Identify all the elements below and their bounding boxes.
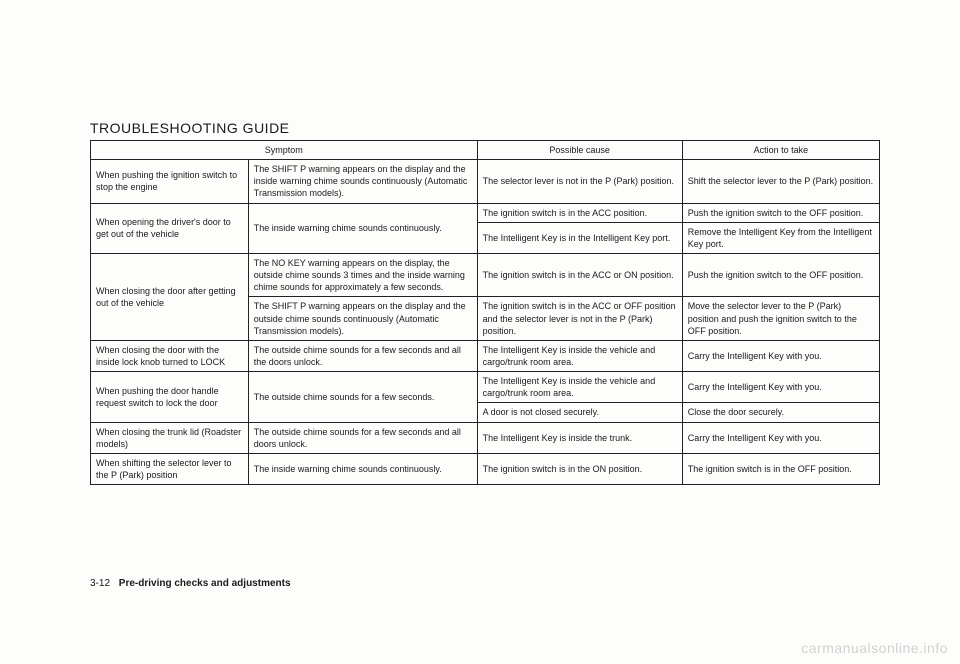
table-body: When pushing the ignition switch to stop… [91, 160, 880, 485]
page-number: 3-12 [90, 578, 110, 589]
cell-detail: The inside warning chime sounds continuo… [248, 453, 477, 484]
cell-action: Carry the Intelligent Key with you. [682, 340, 879, 371]
cell-cause: The Intelligent Key is in the Intelligen… [477, 222, 682, 253]
cell-cause: A door is not closed securely. [477, 403, 682, 422]
page-section-title: Pre-driving checks and adjustments [119, 578, 291, 589]
section-heading: TROUBLESHOOTING GUIDE [90, 120, 880, 136]
cell-cause: The ignition switch is in the ACC or OFF… [477, 297, 682, 340]
cell-action: Close the door securely. [682, 403, 879, 422]
table-row: When pushing the door handle request swi… [91, 372, 880, 403]
table-row: When pushing the ignition switch to stop… [91, 160, 880, 203]
cell-symptom: When shifting the selector lever to the … [91, 453, 249, 484]
cell-cause: The ignition switch is in the ACC or ON … [477, 253, 682, 296]
table-header-row: Symptom Possible cause Action to take [91, 141, 880, 160]
cell-action: Shift the selector lever to the P (Park)… [682, 160, 879, 203]
cell-action: Remove the Intelligent Key from the Inte… [682, 222, 879, 253]
cell-detail: The NO KEY warning appears on the displa… [248, 253, 477, 296]
table-row: When closing the door with the inside lo… [91, 340, 880, 371]
cell-action: Carry the Intelligent Key with you. [682, 372, 879, 403]
cell-symptom: When closing the door after getting out … [91, 253, 249, 340]
cell-detail: The inside warning chime sounds continuo… [248, 203, 477, 253]
table-row: When closing the trunk lid (Roadster mod… [91, 422, 880, 453]
cell-detail: The outside chime sounds for a few secon… [248, 422, 477, 453]
cell-cause: The Intelligent Key is inside the trunk. [477, 422, 682, 453]
cell-detail: The outside chime sounds for a few secon… [248, 372, 477, 422]
col-action: Action to take [682, 141, 879, 160]
table-row: When closing the door after getting out … [91, 253, 880, 296]
col-symptom: Symptom [91, 141, 478, 160]
cell-detail: The SHIFT P warning appears on the displ… [248, 297, 477, 340]
cell-symptom: When closing the door with the inside lo… [91, 340, 249, 371]
cell-symptom: When closing the trunk lid (Roadster mod… [91, 422, 249, 453]
cell-cause: The Intelligent Key is inside the vehicl… [477, 372, 682, 403]
cell-cause: The Intelligent Key is inside the vehicl… [477, 340, 682, 371]
cell-detail: The SHIFT P warning appears on the displ… [248, 160, 477, 203]
cell-action: Carry the Intelligent Key with you. [682, 422, 879, 453]
cell-detail: The outside chime sounds for a few secon… [248, 340, 477, 371]
cell-symptom: When opening the driver's door to get ou… [91, 203, 249, 253]
cell-action: Push the ignition switch to the OFF posi… [682, 253, 879, 296]
cell-action: Move the selector lever to the P (Park) … [682, 297, 879, 340]
table-row: When opening the driver's door to get ou… [91, 203, 880, 222]
cell-cause: The ignition switch is in the ACC positi… [477, 203, 682, 222]
page-footer: 3-12 Pre-driving checks and adjustments [90, 578, 291, 589]
cell-symptom: When pushing the door handle request swi… [91, 372, 249, 422]
cell-cause: The ignition switch is in the ON positio… [477, 453, 682, 484]
troubleshooting-table: Symptom Possible cause Action to take Wh… [90, 140, 880, 485]
table-row: When shifting the selector lever to the … [91, 453, 880, 484]
manual-page: TROUBLESHOOTING GUIDE Symptom Possible c… [0, 0, 960, 664]
cell-action: Push the ignition switch to the OFF posi… [682, 203, 879, 222]
cell-symptom: When pushing the ignition switch to stop… [91, 160, 249, 203]
watermark: carmanualsonline.info [801, 640, 948, 656]
col-cause: Possible cause [477, 141, 682, 160]
cell-cause: The selector lever is not in the P (Park… [477, 160, 682, 203]
cell-action: The ignition switch is in the OFF positi… [682, 453, 879, 484]
